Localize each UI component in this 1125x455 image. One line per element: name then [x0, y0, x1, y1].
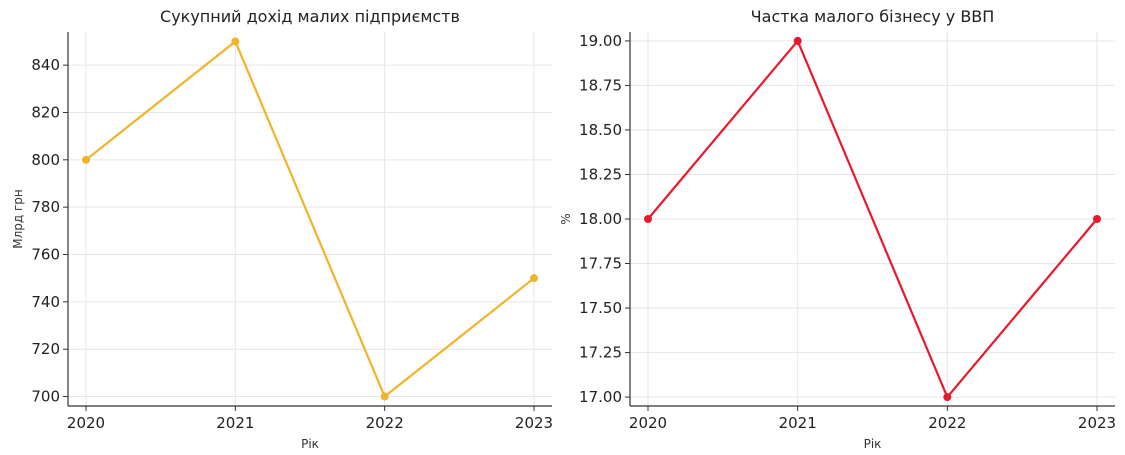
y-axis-label: %	[559, 213, 573, 224]
y-tick-label: 18.25	[579, 165, 622, 183]
y-tick-label: 17.50	[579, 299, 622, 317]
data-point	[1093, 215, 1101, 223]
x-axis-label: Рік	[864, 437, 882, 451]
chart-total-income: 700 720 740 760 780 800 820 840 2020 2021 2022 2023…	[11, 7, 553, 451]
y-tick-label: 840	[31, 56, 60, 74]
chart-title: Частка малого бізнесу у ВВП	[751, 7, 995, 26]
data-point	[644, 215, 652, 223]
data-point	[380, 392, 389, 401]
data-point	[231, 37, 240, 46]
data-point	[793, 36, 802, 45]
data-point	[943, 393, 952, 402]
chart-title: Сукупний дохід малих підприємств	[160, 7, 460, 26]
y-tick-label: 17.25	[579, 344, 622, 362]
y-tick-label: 18.00	[579, 210, 622, 228]
x-tick-label: 2020	[67, 414, 105, 432]
x-tick-label: 2020	[629, 414, 667, 432]
y-tick-label: 820	[31, 103, 60, 121]
x-tick-label: 2021	[216, 414, 254, 432]
y-tick-label: 17.00	[579, 388, 622, 406]
x-axis-label: Рік	[301, 437, 319, 451]
series-line	[85, 40, 535, 398]
y-tick-label: 18.50	[579, 121, 622, 139]
y-tick-label: 19.00	[579, 32, 622, 50]
series-line	[647, 39, 1098, 399]
y-tick-label: 800	[31, 151, 60, 169]
x-tick-label: 2022	[366, 414, 404, 432]
y-tick-label: 720	[31, 340, 60, 358]
x-tick-label: 2023	[515, 414, 553, 432]
y-tick-label: 18.75	[579, 76, 622, 94]
x-tick-label: 2021	[779, 414, 817, 432]
y-tick-label: 17.75	[579, 255, 622, 273]
chart-gdp-share: 17.00 17.25 17.50 17.75 18.00 18.25 18.50 18.75…	[559, 7, 1116, 451]
x-tick-label: 2022	[928, 414, 966, 432]
y-axis-label: Млрд грн	[11, 189, 25, 249]
data-point	[530, 274, 538, 283]
y-tick-label: 760	[31, 246, 60, 264]
y-tick-label: 780	[31, 198, 60, 216]
x-tick-label: 2023	[1078, 414, 1116, 432]
data-point	[82, 155, 90, 164]
y-tick-label: 740	[31, 293, 60, 311]
y-tick-label: 700	[31, 388, 60, 406]
